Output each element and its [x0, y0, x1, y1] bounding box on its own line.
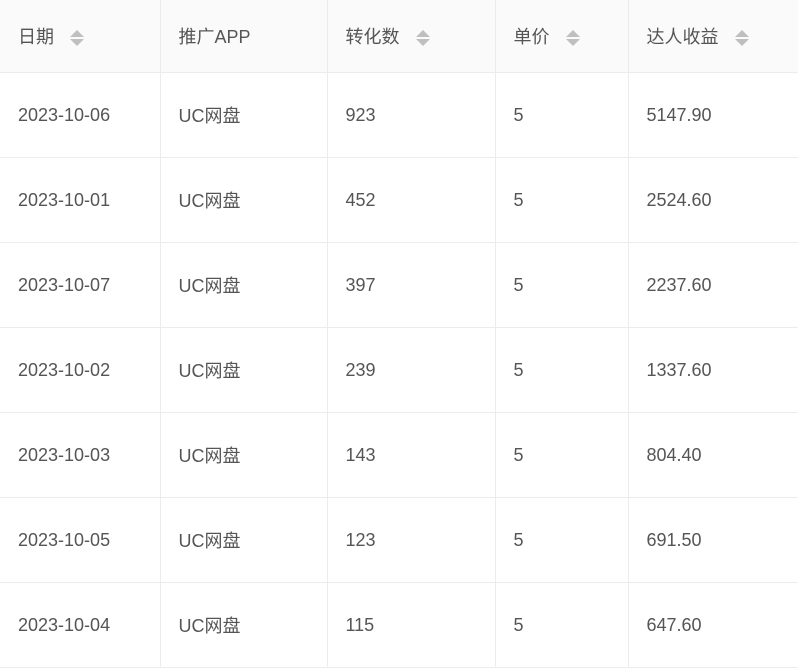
column-label: 转化数	[345, 27, 400, 47]
table-row: 2023-10-07 UC网盘 397 5 2237.60	[0, 242, 798, 328]
table-cell: 5	[495, 157, 629, 243]
table-row: 2023-10-04 UC网盘 115 5 647.60	[0, 582, 798, 668]
table-cell: 2524.60	[628, 157, 798, 243]
table-cell: 2023-10-05	[0, 497, 161, 583]
column-header-3[interactable]: 单价	[495, 0, 629, 73]
column-label: 单价	[513, 27, 550, 47]
table-cell: 1337.60	[628, 327, 798, 413]
table-cell: 452	[327, 157, 496, 243]
column-label: 推广APP	[178, 27, 251, 47]
table-row: 2023-10-01 UC网盘 452 5 2524.60	[0, 157, 798, 243]
column-header-1: 推广APP	[160, 0, 328, 73]
table-cell: 123	[327, 497, 496, 583]
table-cell: 143	[327, 412, 496, 498]
table-cell: 691.50	[628, 497, 798, 583]
table-cell: UC网盘	[160, 327, 328, 413]
table-cell: 5	[495, 497, 629, 583]
table-cell: 2023-10-06	[0, 72, 161, 158]
table-cell: 115	[327, 582, 496, 668]
table-row: 2023-10-06 UC网盘 923 5 5147.90	[0, 72, 798, 158]
table-cell: 239	[327, 327, 496, 413]
table-cell: UC网盘	[160, 582, 328, 668]
table-row: 2023-10-02 UC网盘 239 5 1337.60	[0, 327, 798, 413]
table-cell: 804.40	[628, 412, 798, 498]
table-cell: UC网盘	[160, 157, 328, 243]
table-header: 日期 推广APP 转化数 单价 达人收益	[0, 0, 798, 73]
table-cell: 5	[495, 412, 629, 498]
table-cell: UC网盘	[160, 497, 328, 583]
table-cell: UC网盘	[160, 72, 328, 158]
table-cell: 5	[495, 72, 629, 158]
table-cell: 2237.60	[628, 242, 798, 328]
column-label: 达人收益	[646, 27, 719, 47]
table-cell: 2023-10-04	[0, 582, 161, 668]
table-cell: 5	[495, 327, 629, 413]
column-header-0[interactable]: 日期	[0, 0, 161, 73]
table-cell: 5	[495, 582, 629, 668]
table-cell: UC网盘	[160, 412, 328, 498]
table-row: 2023-10-05 UC网盘 123 5 691.50	[0, 497, 798, 583]
table-cell: 5	[495, 242, 629, 328]
table-cell: 397	[327, 242, 496, 328]
table-cell: 2023-10-01	[0, 157, 161, 243]
table-cell: 2023-10-03	[0, 412, 161, 498]
table-cell: 2023-10-02	[0, 327, 161, 413]
table-cell: 2023-10-07	[0, 242, 161, 328]
sort-icon[interactable]	[734, 29, 749, 47]
table-cell: 923	[327, 72, 496, 158]
sort-icon[interactable]	[415, 29, 430, 47]
column-header-4[interactable]: 达人收益	[628, 0, 798, 73]
table-cell: 647.60	[628, 582, 798, 668]
sort-icon[interactable]	[565, 29, 580, 47]
sort-icon[interactable]	[70, 29, 84, 47]
column-header-2[interactable]: 转化数	[327, 0, 496, 73]
table-row: 2023-10-03 UC网盘 143 5 804.40	[0, 412, 798, 498]
table-cell: 5147.90	[628, 72, 798, 158]
column-label: 日期	[18, 27, 54, 47]
table-cell: UC网盘	[160, 242, 328, 328]
